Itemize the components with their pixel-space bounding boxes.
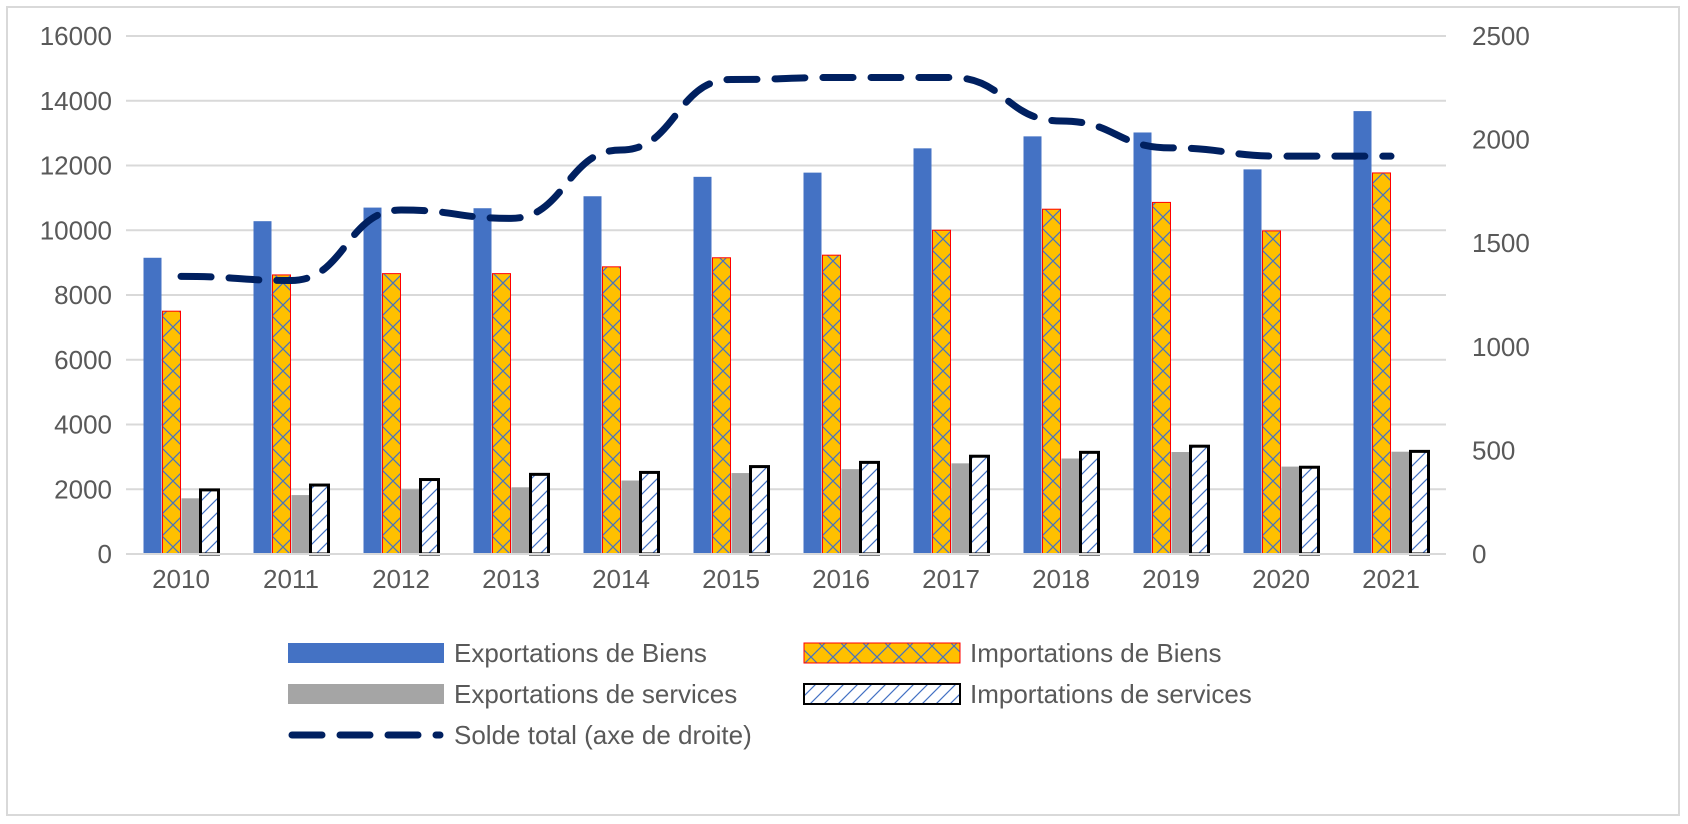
bar-exportations-de-biens2013 <box>473 208 492 555</box>
bar-exportations-de-services2018 <box>1061 458 1080 554</box>
left-tick-label: 14000 <box>40 86 112 116</box>
left-tick-label: 4000 <box>54 410 112 440</box>
right-tick-label: 1500 <box>1472 228 1530 258</box>
solde-total-line <box>177 73 1395 284</box>
bar-importations-de-services2021 <box>1409 449 1430 556</box>
bar-importations-de-biens2019 <box>1152 201 1171 555</box>
x-axis: 2010 2011 2012 2013 2014 2015 2016 2017 2018 2019… <box>126 553 1446 594</box>
bar-exportations-de-services2011 <box>291 495 310 554</box>
x-tick-label: 2010 <box>152 564 210 594</box>
legend-swatch <box>288 684 444 704</box>
legend-swatch <box>803 642 961 664</box>
right-axis: 0 500 1000 1500 2000 2500 <box>1472 21 1530 569</box>
bar-importations-de-services2011 <box>309 483 330 556</box>
bar-importations-de-services2016 <box>859 460 880 556</box>
x-tick-label: 2017 <box>922 564 980 594</box>
legend-swatch <box>288 643 444 663</box>
right-tick-label: 2500 <box>1472 21 1530 51</box>
legend-label: Importations de services <box>970 679 1252 709</box>
bar-importations-de-biens2013 <box>492 273 511 555</box>
right-tick-label: 1000 <box>1472 332 1530 362</box>
bar-importations-de-biens2015 <box>712 257 731 555</box>
chart-container: 0 2000 4000 6000 8000 10000 12000 14000 16000 0 5… <box>6 6 1680 816</box>
bar-importations-de-services2014 <box>639 470 660 556</box>
x-tick-label: 2012 <box>372 564 430 594</box>
bar-exportations-de-services2021 <box>1391 451 1410 554</box>
trade-chart: 0 2000 4000 6000 8000 10000 12000 14000 16000 0 5… <box>40 21 1530 750</box>
bar-exportations-de-biens2021 <box>1353 111 1372 555</box>
right-tick-label: 2000 <box>1472 125 1530 155</box>
bar-importations-de-biens2018 <box>1042 208 1061 555</box>
legend-label: Exportations de services <box>454 679 737 709</box>
x-tick-label: 2018 <box>1032 564 1090 594</box>
bar-exportations-de-biens2018 <box>1023 136 1042 555</box>
bar-importations-de-biens2020 <box>1262 230 1281 555</box>
bar-importations-de-services2017 <box>969 454 990 556</box>
bar-importations-de-services2019 <box>1189 444 1210 556</box>
bar-importations-de-biens2021 <box>1372 172 1391 555</box>
bar-exportations-de-biens2015 <box>693 176 712 555</box>
left-axis: 0 2000 4000 6000 8000 10000 12000 14000 16000 <box>40 21 112 569</box>
bar-exportations-de-biens2020 <box>1243 169 1262 554</box>
right-tick-label: 500 <box>1472 435 1515 465</box>
bar-exportations-de-services2019 <box>1171 452 1190 554</box>
balance-line <box>177 73 1395 284</box>
bar-importations-de-biens2012 <box>382 273 401 555</box>
bar-exportations-de-biens2019 <box>1133 132 1152 554</box>
bar-exportations-de-biens2017 <box>913 148 932 554</box>
bar-exportations-de-services2015 <box>731 473 750 554</box>
bar-importations-de-biens2010 <box>162 310 181 555</box>
bar-exportations-de-services2017 <box>951 463 970 554</box>
left-tick-label: 16000 <box>40 21 112 51</box>
legend-swatch <box>803 683 961 705</box>
bars <box>143 111 1430 556</box>
bar-exportations-de-services2010 <box>181 498 200 554</box>
bar-importations-de-services2020 <box>1299 465 1320 556</box>
bar-importations-de-services2015 <box>749 465 770 556</box>
bar-importations-de-biens2017 <box>932 229 951 555</box>
bar-exportations-de-services2020 <box>1281 466 1300 554</box>
left-tick-label: 6000 <box>54 345 112 375</box>
bar-exportations-de-biens2016 <box>803 172 822 554</box>
x-tick-label: 2016 <box>812 564 870 594</box>
bar-importations-de-biens2014 <box>602 266 621 555</box>
x-tick-label: 2019 <box>1142 564 1200 594</box>
legend-label: Exportations de Biens <box>454 638 707 668</box>
legend-label: Importations de Biens <box>970 638 1221 668</box>
bar-exportations-de-biens2010 <box>143 257 162 554</box>
bar-importations-de-services2013 <box>529 472 550 556</box>
bar-exportations-de-services2014 <box>621 480 640 554</box>
x-tick-label: 2014 <box>592 564 650 594</box>
bar-importations-de-services2010 <box>199 488 220 556</box>
bar-importations-de-biens2016 <box>822 254 841 555</box>
bar-exportations-de-services2013 <box>511 487 530 554</box>
bar-importations-de-services2012 <box>419 478 440 556</box>
right-tick-label: 0 <box>1472 539 1486 569</box>
left-tick-label: 10000 <box>40 215 112 245</box>
x-tick-label: 2015 <box>702 564 760 594</box>
legend-label: Solde total (axe de droite) <box>454 720 752 750</box>
gridlines <box>126 35 1446 555</box>
left-tick-label: 2000 <box>54 474 112 504</box>
bar-exportations-de-biens2014 <box>583 196 602 554</box>
x-tick-label: 2011 <box>263 564 319 594</box>
legend: Exportations de Biens Importations de Bie… <box>288 638 1252 750</box>
bar-importations-de-biens2011 <box>272 274 291 555</box>
left-tick-label: 8000 <box>54 280 112 310</box>
bar-exportations-de-services2016 <box>841 469 860 554</box>
bar-importations-de-services2018 <box>1079 450 1100 556</box>
bar-exportations-de-biens2012 <box>363 207 382 554</box>
left-tick-label: 0 <box>98 539 112 569</box>
bar-exportations-de-biens2011 <box>253 221 272 554</box>
x-tick-label: 2013 <box>482 564 540 594</box>
left-tick-label: 12000 <box>40 151 112 181</box>
bar-exportations-de-services2012 <box>401 489 420 554</box>
x-tick-label: 2021 <box>1362 564 1420 594</box>
x-tick-label: 2020 <box>1252 564 1310 594</box>
